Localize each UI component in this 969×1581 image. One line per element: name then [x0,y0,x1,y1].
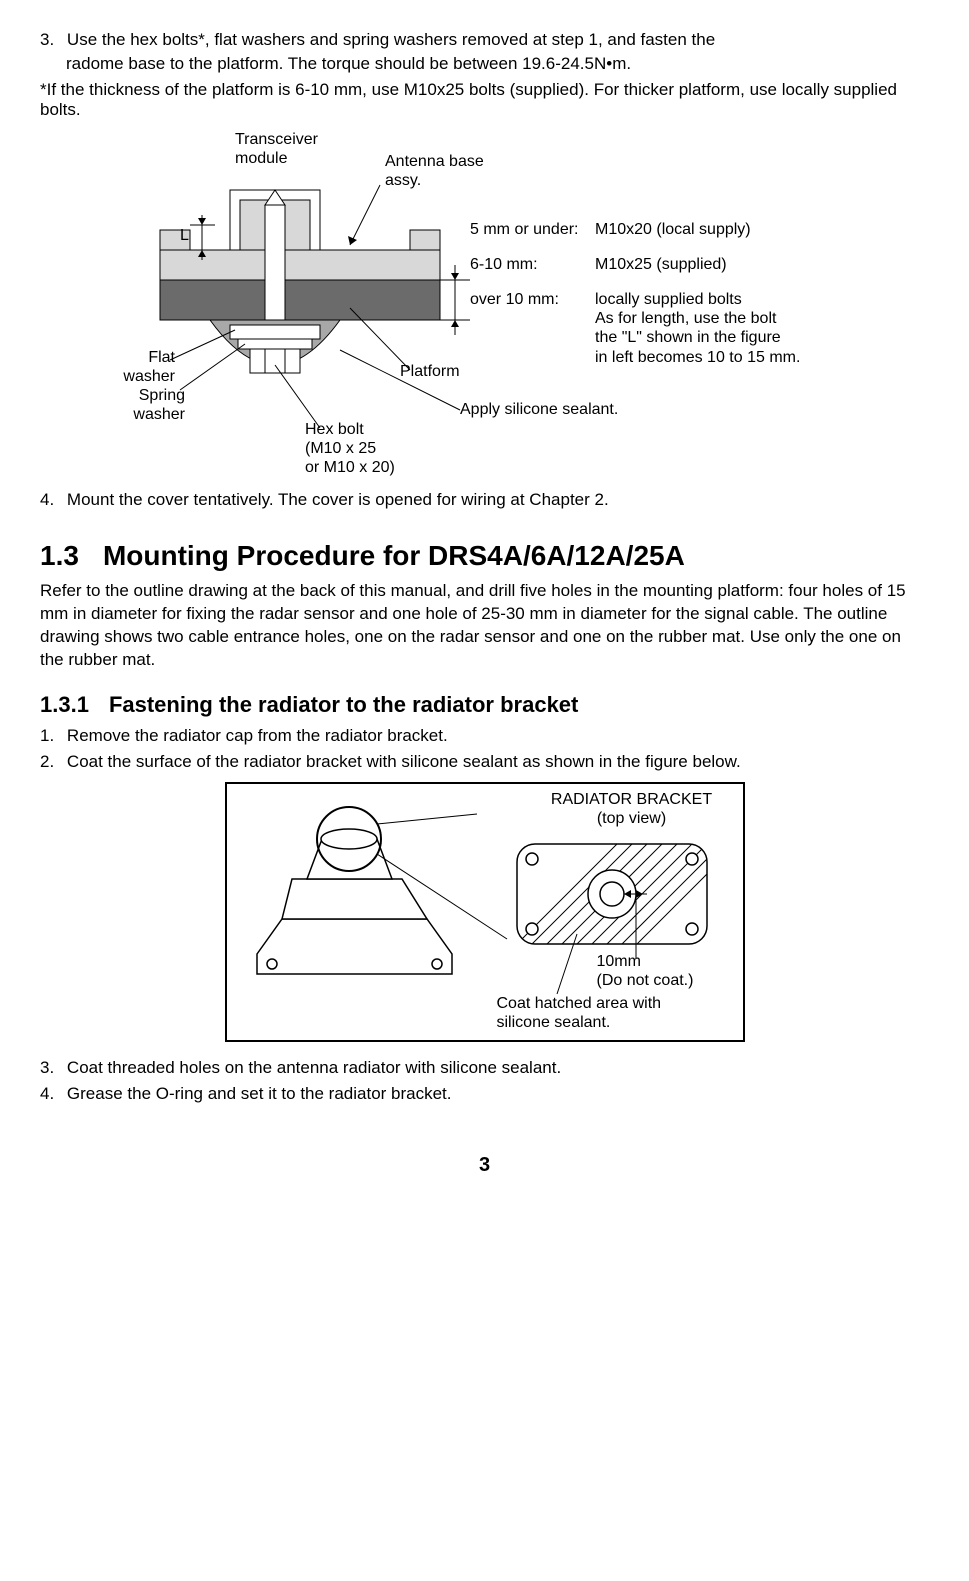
fig2-coat: Coat hatched area with silicone sealant. [497,994,662,1032]
sec131-step3-num: 3. [40,1058,54,1077]
sec131-step1-num: 1. [40,726,54,745]
sec13-num: 1.3 [40,540,79,572]
sec131-step2: 2. Coat the surface of the radiator brac… [40,752,929,772]
lbl-row1r: M10x20 (local supply) [595,220,751,239]
fig2-dim-text: 10mm [597,953,641,970]
sec131-step4-num: 4. [40,1084,54,1103]
lbl-row2l: 6-10 mm: [470,255,538,274]
lbl-antenna-base: Antenna base assy. [385,152,484,190]
sec131-step2-num: 2. [40,752,54,771]
sec131-title: Fastening the radiator to the radiator b… [109,692,578,717]
figure-bolt-assembly: Transceiver module Antenna base assy. L … [40,130,929,470]
section-1-3-1-heading: 1.3.1 Fastening the radiator to the radia… [40,692,929,718]
step3: 3. Use the hex bolts*, flat washers and … [40,30,929,50]
step3-line2: radome base to the platform. The torque … [66,54,929,74]
sec13-title: Mounting Procedure for DRS4A/6A/12A/25A [103,540,685,571]
lbl-row1l: 5 mm or under: [470,220,578,239]
figure-radiator-bracket: RADIATOR BRACKET (top view) 10mm (Do not… [225,782,745,1042]
sec131-step2-text: Coat the surface of the radiator bracket… [67,752,741,771]
sec131-step4-text: Grease the O-ring and set it to the radi… [67,1084,452,1103]
sec131-num: 1.3.1 [40,692,89,718]
lbl-transceiver: Transceiver module [235,130,318,168]
lbl-hex-bolt: Hex bolt (M10 x 25 or M10 x 20) [305,420,395,478]
page-number: 3 [40,1154,929,1177]
sec131-step1-text: Remove the radiator cap from the radiato… [67,726,448,745]
fig2-dim: 10mm (Do not coat.) [597,952,694,990]
lbl-platform: Platform [400,362,460,381]
lbl-row3r: locally supplied bolts As for length, us… [595,290,800,367]
lbl-row2r: M10x25 (supplied) [595,255,727,274]
lbl-L: L [180,226,189,245]
sec131-step1: 1. Remove the radiator cap from the radi… [40,726,929,746]
sec131-step3-text: Coat threaded holes on the antenna radia… [67,1058,561,1077]
fig2-subtitle: (top view) [597,810,666,827]
sec131-step3: 3. Coat threaded holes on the antenna ra… [40,1058,929,1078]
sec131-step4: 4. Grease the O-ring and set it to the r… [40,1084,929,1104]
step4-text: Mount the cover tentatively. The cover i… [67,490,609,509]
lbl-flat-washer: Flat washer [115,348,175,386]
lbl-silicone: Apply silicone sealant. [460,400,618,419]
lbl-row3l: over 10 mm: [470,290,559,309]
step4: 4. Mount the cover tentatively. The cove… [40,490,929,510]
step3-num: 3. [40,30,54,49]
fig2-donot: (Do not coat.) [597,972,694,989]
section-1-3-heading: 1.3 Mounting Procedure for DRS4A/6A/12A/2… [40,540,929,572]
step4-num: 4. [40,490,54,509]
lbl-spring-washer: Spring washer [115,386,185,424]
fig2-title-text: RADIATOR BRACKET [551,791,712,808]
step3-line1: Use the hex bolts*, flat washers and spr… [67,30,715,49]
footnote: *If the thickness of the platform is 6-1… [40,80,929,120]
fig2-title: RADIATOR BRACKET (top view) [537,790,727,828]
sec13-para: Refer to the outline drawing at the back… [40,580,929,672]
